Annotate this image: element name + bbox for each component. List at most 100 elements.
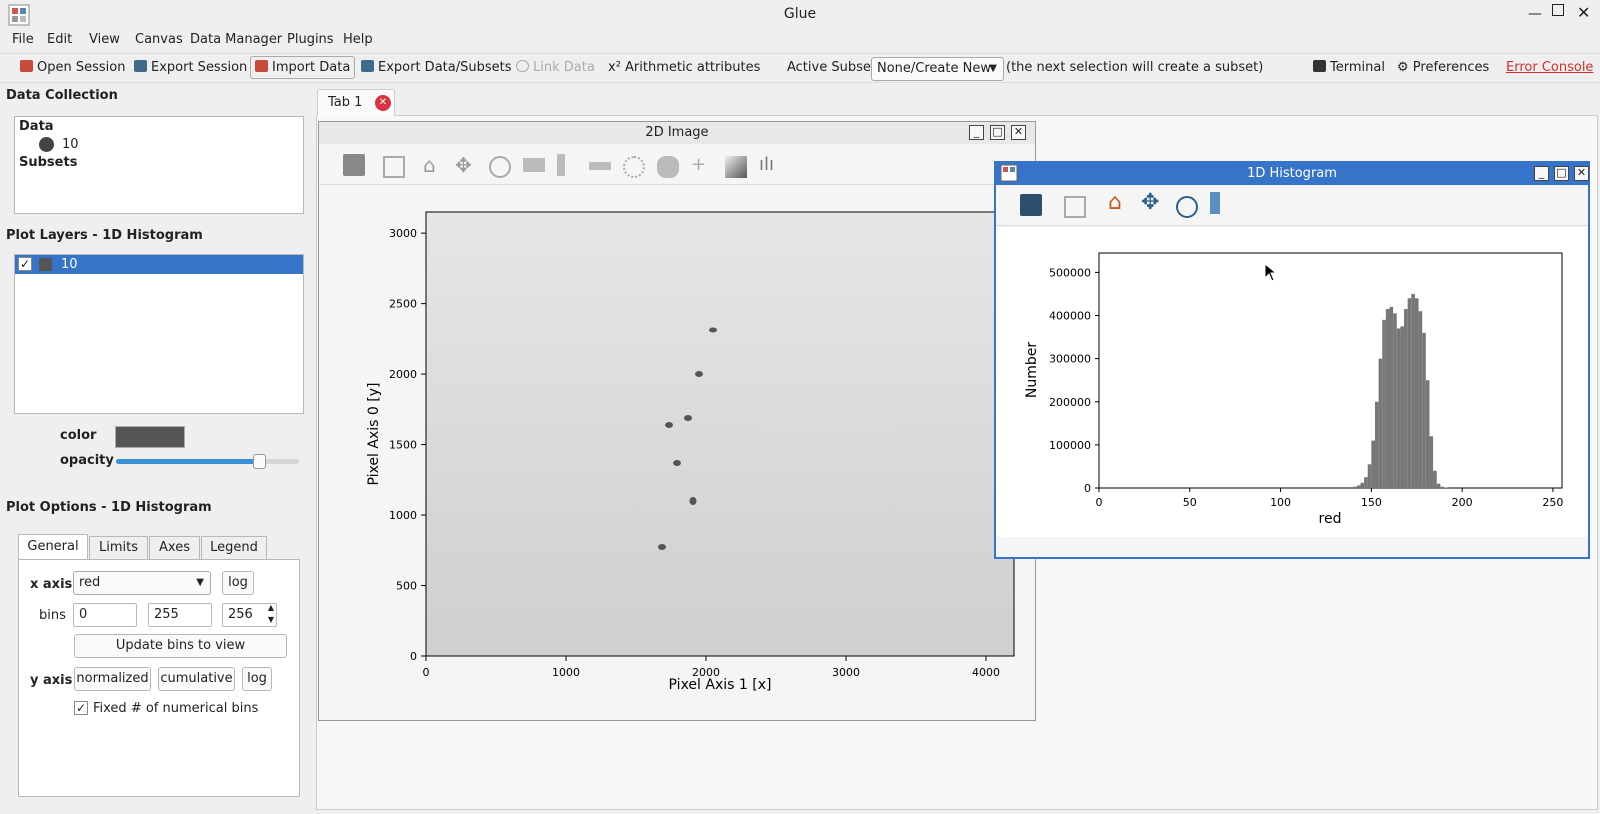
maximize-icon[interactable]: □: [990, 125, 1005, 140]
fixed-bins-label: Fixed # of numerical bins: [93, 701, 259, 716]
layer-row[interactable]: ✓ 10: [15, 255, 303, 274]
histogram-plot[interactable]: 0 100000 200000 300000 400000 500000 0 50 100 15…: [996, 227, 1588, 537]
crosshair-icon[interactable]: +: [691, 154, 707, 175]
histogram-x-tick-label: 150: [1361, 496, 1382, 509]
zoom-icon[interactable]: [489, 156, 511, 178]
home-icon[interactable]: ⌂: [423, 153, 436, 177]
menu-data-manager[interactable]: Data Manager: [190, 32, 283, 47]
rectangle-select-icon[interactable]: [523, 158, 545, 172]
histogram-bar: [1418, 311, 1423, 488]
histogram-viewer-window[interactable]: 1D Histogram _ □ ✕ ⌂ ✥ 0 100000 200000 3000…: [994, 161, 1590, 559]
histogram-bar: [1360, 482, 1365, 488]
polygon-select-icon[interactable]: [657, 156, 679, 178]
fixed-bins-checkbox[interactable]: ✓: [74, 701, 88, 715]
y-range-icon[interactable]: [589, 162, 611, 170]
subsets-header: Subsets: [19, 155, 78, 170]
export-data-button[interactable]: Export Data/Subsets: [361, 60, 512, 75]
x-axis-select[interactable]: red ▼: [73, 571, 211, 595]
minimize-icon[interactable]: —: [1528, 6, 1542, 22]
link-data-button[interactable]: Link Data: [516, 60, 595, 75]
image-window-title: 2D Image: [319, 122, 1035, 144]
maximize-icon[interactable]: [1552, 4, 1564, 16]
bins-min-input[interactable]: 0: [73, 603, 137, 627]
x-axis-label: x axis: [30, 577, 73, 592]
dataset-item[interactable]: 10: [62, 137, 79, 152]
color-swatch-button[interactable]: [115, 426, 185, 448]
arithmetic-attributes-button[interactable]: x² Arithmetic attributes: [608, 60, 761, 75]
pan-icon[interactable]: ✥: [455, 153, 472, 177]
home-icon[interactable]: ⌂: [1108, 190, 1122, 215]
image-x-axis-label: Pixel Axis 1 [x]: [669, 677, 772, 693]
menu-view[interactable]: View: [89, 32, 120, 47]
histogram-bar: [1385, 309, 1390, 488]
export-session-button[interactable]: Export Session: [134, 60, 247, 75]
copy-icon[interactable]: [383, 156, 405, 178]
active-subset-select[interactable]: None/Create New ▼: [871, 57, 1004, 81]
menu-edit[interactable]: Edit: [47, 32, 73, 47]
error-console-button[interactable]: Error Console: [1506, 60, 1594, 75]
cumulative-button[interactable]: cumulative: [158, 667, 235, 691]
preferences-button[interactable]: ⚙ Preferences: [1397, 60, 1490, 75]
terminal-icon: [1313, 60, 1326, 72]
y-axis-label: y axis: [30, 673, 73, 688]
histogram-icon[interactable]: ılı: [759, 154, 775, 175]
histogram-x-tick-label: 250: [1542, 496, 1563, 509]
export-icon: [361, 60, 374, 72]
update-bins-button[interactable]: Update bins to view: [74, 634, 287, 658]
minimize-icon[interactable]: _: [1534, 166, 1549, 181]
layer-checkbox[interactable]: ✓: [18, 257, 32, 271]
save-icon[interactable]: [1020, 194, 1042, 216]
import-data-button[interactable]: Import Data: [250, 56, 356, 79]
copy-icon[interactable]: [1064, 196, 1086, 218]
active-subset-hint: (the next selection will create a subset…: [1006, 60, 1264, 75]
image-y-tick-label: 3000: [389, 227, 417, 240]
tab-1[interactable]: Tab 1 ✕: [317, 89, 395, 116]
bins-count-spinner[interactable]: 256 ▲ ▼: [222, 603, 277, 627]
image-x-tick-label: 4000: [972, 666, 1000, 679]
menu-file[interactable]: File: [12, 32, 34, 47]
opacity-slider[interactable]: [116, 454, 299, 469]
image-x-tick-label: 0: [423, 666, 430, 679]
normalized-button[interactable]: normalized: [74, 667, 151, 691]
close-icon[interactable]: ✕: [1574, 166, 1589, 181]
tab-legend[interactable]: Legend: [201, 536, 267, 560]
histogram-bar: [1396, 328, 1401, 488]
open-session-button[interactable]: Open Session: [20, 60, 125, 75]
main-toolbar: Open Session Export Session Import Data …: [0, 53, 1600, 83]
tab-general[interactable]: General: [18, 534, 88, 560]
close-tab-icon[interactable]: ✕: [375, 95, 391, 111]
image-plot[interactable]: 0 500 1000 1500 2000 2500 3000 0 1000 2000 3000 40…: [319, 186, 1035, 697]
save-icon[interactable]: [343, 154, 365, 176]
image-viewer-window[interactable]: 2D Image _ □ ✕ ⌂ ✥ + ılı: [318, 121, 1036, 721]
data-collection-tree[interactable]: Data 10 Subsets: [14, 116, 304, 214]
plot-options-title: Plot Options - 1D Histogram: [6, 500, 212, 515]
menu-canvas[interactable]: Canvas: [135, 32, 183, 47]
zoom-icon[interactable]: [1176, 196, 1198, 218]
circle-select-icon[interactable]: [623, 156, 645, 178]
menu-help[interactable]: Help: [343, 32, 373, 47]
x-range-icon[interactable]: [1210, 192, 1220, 214]
bins-max-input[interactable]: 255: [148, 603, 212, 627]
menu-plugins[interactable]: Plugins: [287, 32, 334, 47]
histogram-x-axis-label: red: [1319, 511, 1342, 527]
minimize-icon[interactable]: _: [969, 125, 984, 140]
close-icon[interactable]: ✕: [1011, 125, 1026, 140]
y-log-button[interactable]: log: [242, 667, 272, 691]
bins-label: bins: [39, 608, 66, 623]
pan-icon[interactable]: ✥: [1141, 190, 1160, 215]
x-log-button[interactable]: log: [222, 571, 254, 595]
histogram-window-title: 1D Histogram: [996, 163, 1588, 185]
terminal-button[interactable]: Terminal: [1313, 60, 1385, 75]
menu-bar: File Edit View Canvas Data Manager Plugi…: [0, 30, 1600, 52]
x-range-icon[interactable]: [557, 154, 565, 176]
contrast-icon[interactable]: [725, 156, 747, 178]
close-icon[interactable]: ✕: [1577, 3, 1591, 22]
tab-axes[interactable]: Axes: [149, 536, 200, 560]
layer-label: 10: [61, 257, 78, 272]
tab-limits[interactable]: Limits: [89, 536, 148, 560]
maximize-icon[interactable]: □: [1554, 166, 1569, 181]
mouse-cursor-icon: [1264, 263, 1278, 282]
spinner-arrows-icon[interactable]: ▲ ▼: [267, 603, 274, 624]
chevron-down-icon: ▼: [196, 577, 204, 588]
opacity-slider-handle[interactable]: [252, 454, 266, 469]
